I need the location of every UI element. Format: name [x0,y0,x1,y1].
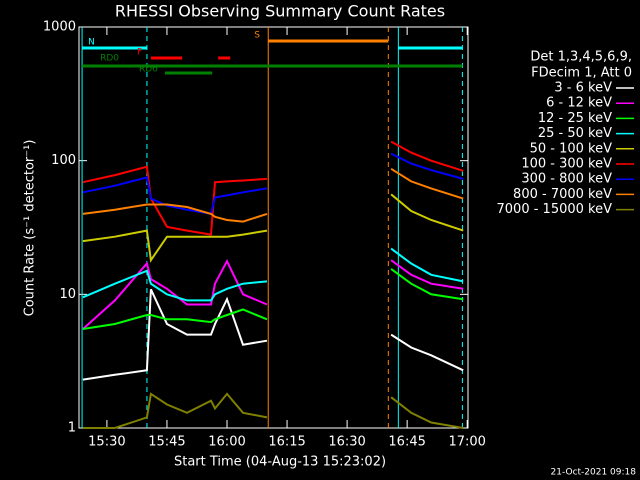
legend-label: 300 - 800 keV [521,172,612,187]
legend-label: 12 - 25 keV [538,111,612,126]
legend-label: 800 - 7000 keV [513,187,612,202]
flag-label: N [88,38,95,48]
legend-label: 50 - 100 keV [530,141,613,156]
plot-frame [78,26,469,429]
y-tick-label: 100 [51,153,76,168]
y-tick-label: 10 [59,287,76,302]
x-tick-label: 15:45 [148,435,185,450]
series-line [82,152,464,216]
series-line [82,258,464,330]
series-line [82,268,464,330]
legend-header: FDecim 1, Att 0 [531,66,632,81]
legend-label: 100 - 300 keV [521,157,612,172]
chart-title: RHESSI Observing Summary Count Rates [115,2,445,21]
y-axis-label: Count Rate (s⁻¹ detector⁻¹) [23,140,38,317]
series-line [82,167,464,223]
footer: 21-Oct-2021 09:18 [551,468,637,478]
series-line [82,193,464,263]
y-tick-label: 1000 [43,20,76,35]
legend-label: 7000 - 15000 keV [497,202,613,217]
series-line [82,392,464,429]
flag-label: F [137,48,142,58]
x-tick-label: 15:30 [88,435,125,450]
y-tick-label: 1 [68,421,76,436]
flag-label: S [254,31,260,41]
x-tick-label: 16:15 [268,435,305,450]
x-tick-label: 17:00 [448,435,485,450]
legend-header: Det 1,3,4,5,6,9, [530,50,632,65]
series-line [82,247,464,302]
legend-label: 25 - 50 keV [538,126,612,141]
x-axis-label: Start Time (04-Aug-13 15:23:02) [174,455,386,470]
x-tick-label: 16:00 [208,435,245,450]
flag-label: RD6 [139,65,158,75]
x-tick-label: 16:45 [388,435,425,450]
series-line [82,140,464,236]
flag-label: RD0 [100,54,119,64]
legend-label: 3 - 6 keV [554,81,612,96]
x-tick-label: 16:30 [328,435,365,450]
series-line [82,288,464,381]
legend-label: 6 - 12 keV [546,96,612,111]
